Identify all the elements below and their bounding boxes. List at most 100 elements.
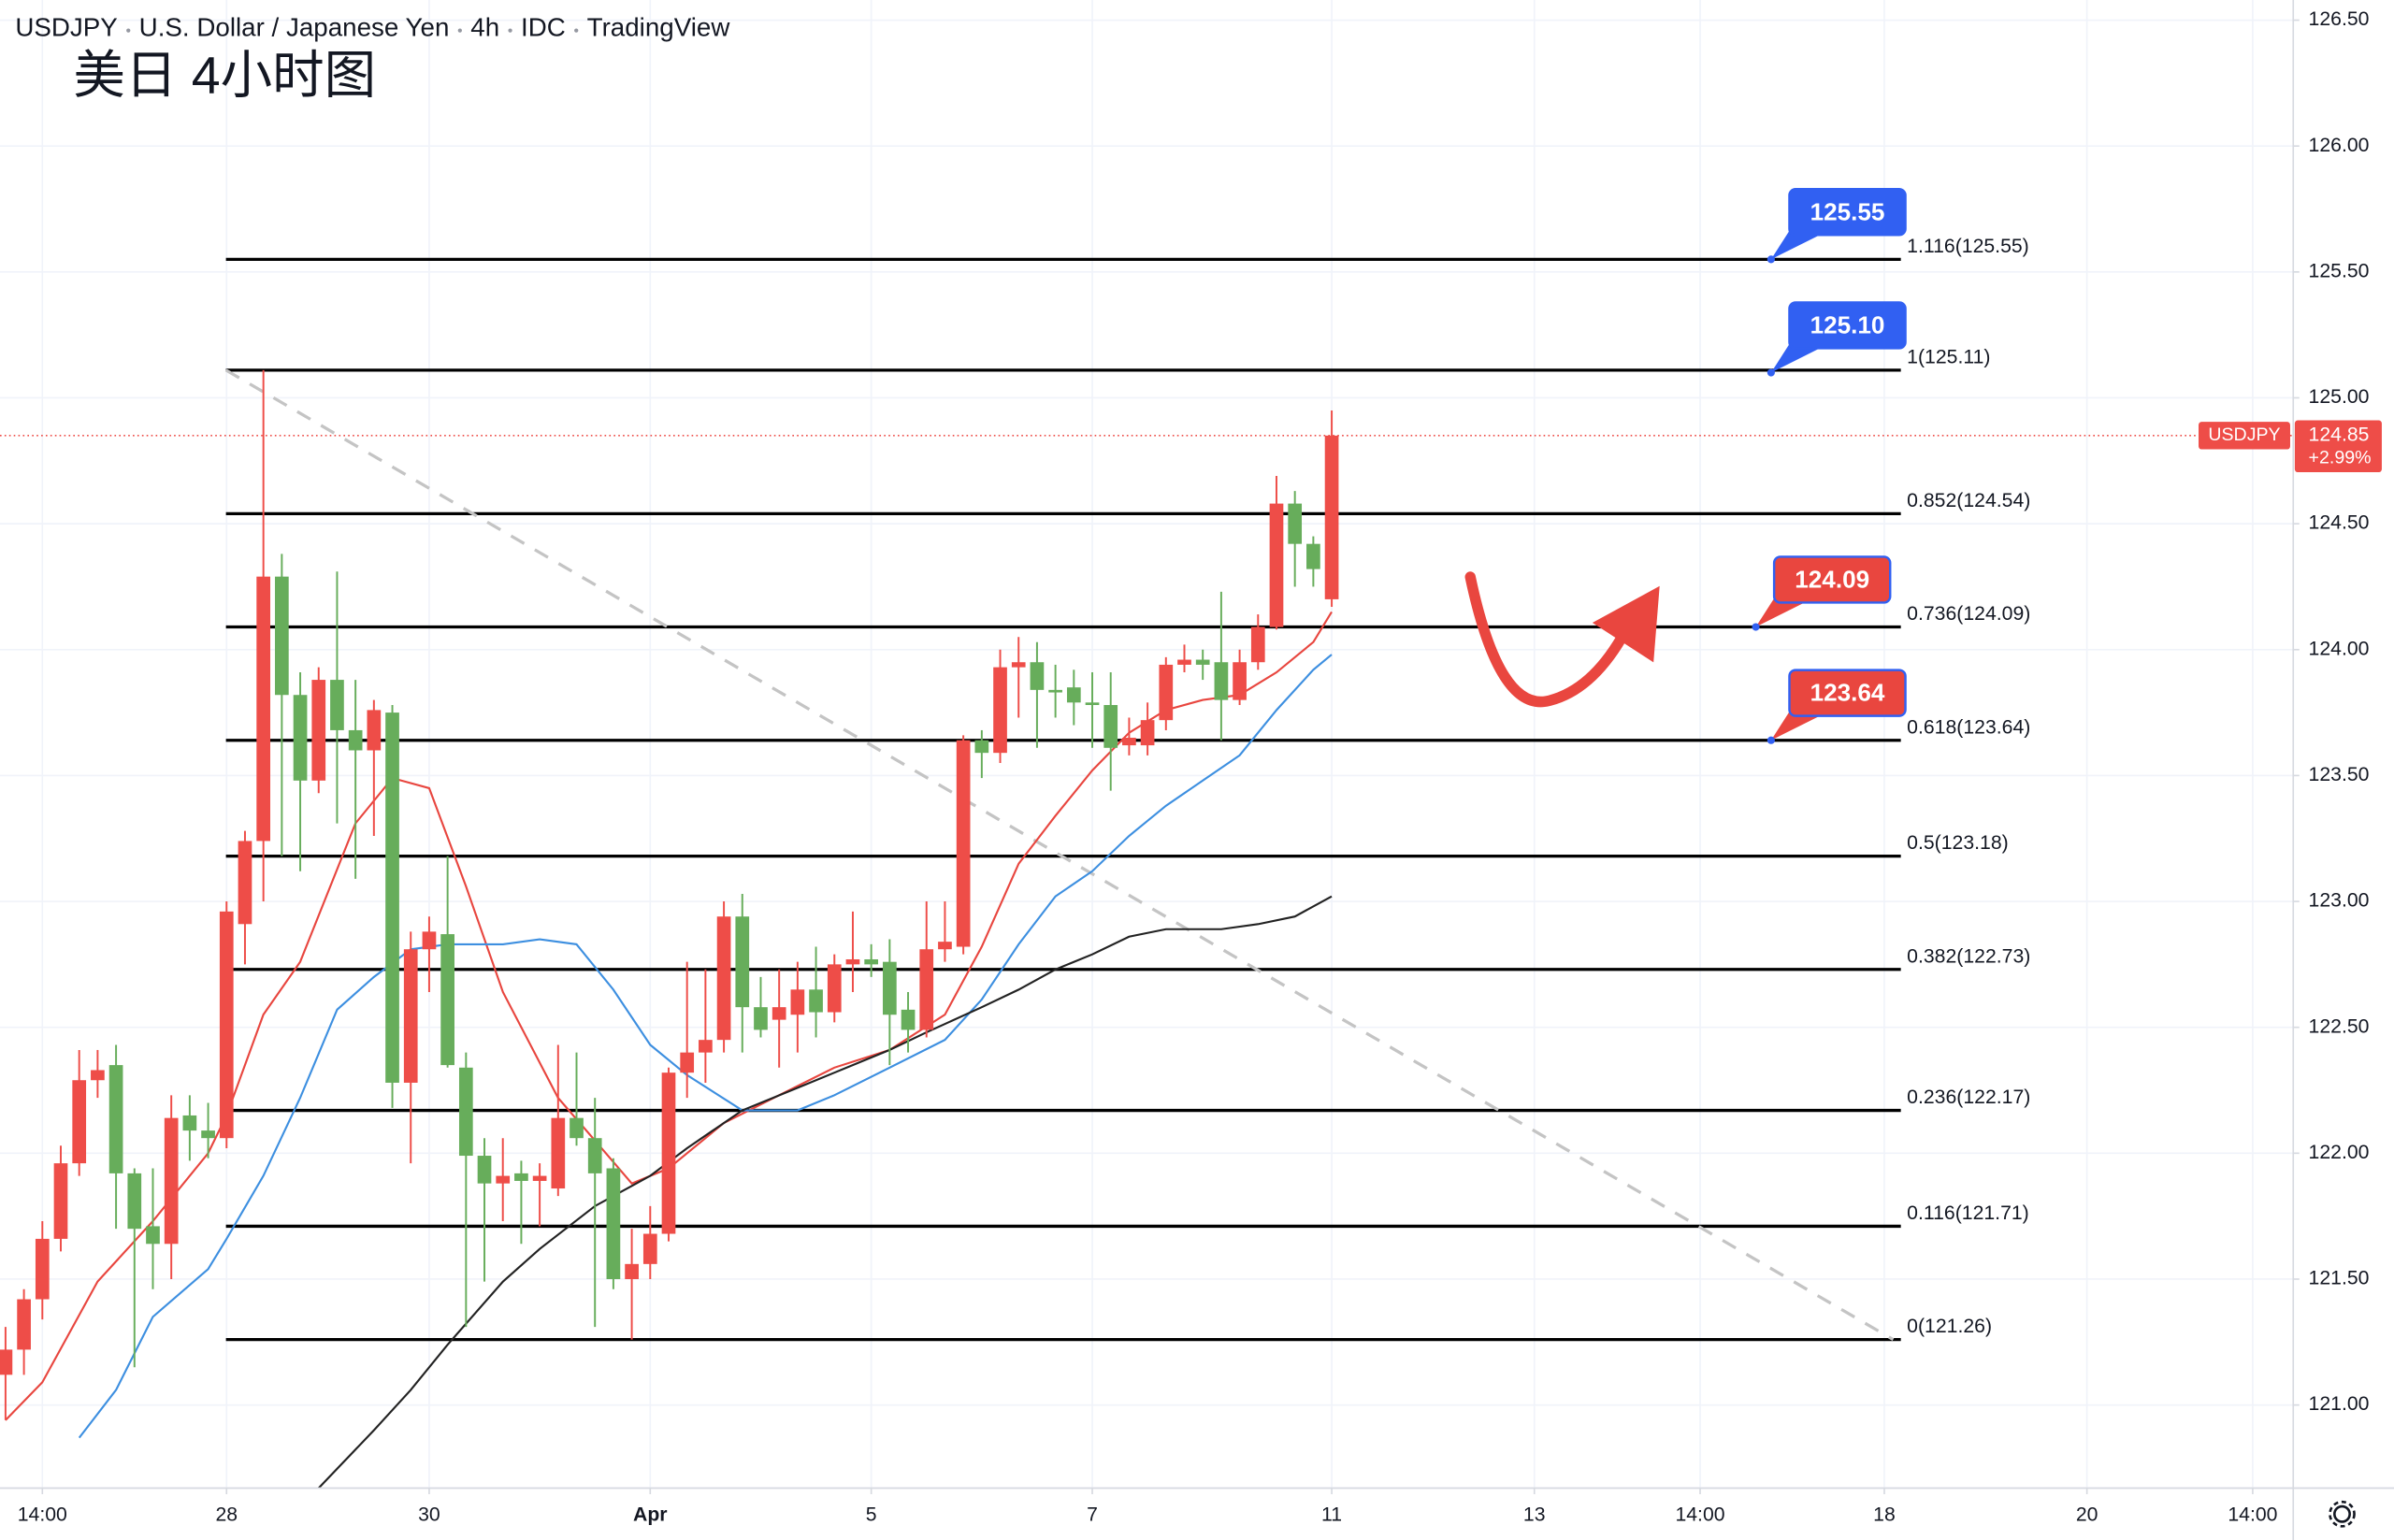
x-tick-label: 14:00 (2228, 1504, 2277, 1525)
y-tick-label: 121.50 (2309, 1268, 2370, 1289)
candle-body (0, 1349, 13, 1375)
header-item: USDJPY (15, 12, 117, 41)
candle-body (1288, 503, 1303, 544)
callout-box (1788, 188, 1907, 237)
x-tick-label: 11 (1321, 1504, 1342, 1525)
candle-body (403, 949, 418, 1083)
candle-body (901, 1009, 916, 1030)
candle-body (1085, 702, 1100, 706)
candle-body (219, 911, 234, 1139)
candle-body (919, 949, 934, 1030)
candle-body (827, 964, 842, 1013)
candle-body (680, 1052, 695, 1073)
plot-layer (0, 369, 2294, 1490)
x-tick-label: 30 (418, 1504, 440, 1525)
header-separator (574, 28, 579, 33)
header-separator (457, 28, 462, 33)
change-label: +2.99% (2309, 448, 2372, 468)
candle-body (551, 1117, 566, 1189)
candle-body (1159, 664, 1174, 721)
candle-body (1214, 662, 1229, 700)
fib-label: 0.852(124.54) (1907, 490, 2030, 511)
candle-body (17, 1299, 31, 1350)
header-item: 4h (470, 12, 499, 41)
candle-body (754, 1007, 768, 1030)
candle-body (164, 1117, 179, 1245)
candle-body (1048, 689, 1062, 693)
candle-body (330, 680, 344, 730)
candle-body (883, 961, 897, 1015)
callout-anchor (1752, 623, 1760, 631)
candle-body (570, 1117, 584, 1139)
settings-icon[interactable] (2329, 1500, 2356, 1528)
drawing-layer: 1.116(125.55) 1(125.11) 0.852(124.54) 0.736… (224, 236, 2030, 1342)
candle-body (238, 841, 252, 925)
y-tick-label: 126.50 (2309, 8, 2370, 30)
candle-body (735, 916, 750, 1008)
y-tick-label: 122.00 (2309, 1142, 2370, 1163)
candle-body (91, 1070, 105, 1081)
candle-body (146, 1226, 160, 1245)
candle-body (1177, 659, 1191, 665)
callout-anchor (1767, 736, 1775, 744)
candle-body (809, 989, 823, 1013)
candle-body (1030, 662, 1045, 690)
candle-body (422, 931, 437, 950)
y-tick-label: 125.00 (2309, 386, 2370, 408)
candle-body (845, 958, 860, 965)
y-tick-label: 123.00 (2309, 890, 2370, 912)
candle-body (440, 934, 454, 1066)
candle-body (772, 1007, 786, 1020)
candle-body (1011, 662, 1026, 668)
candle-body (1269, 503, 1284, 627)
candle-body (182, 1115, 197, 1131)
x-tick-label: 28 (215, 1504, 238, 1525)
x-tick-label: 13 (1523, 1504, 1546, 1525)
callout-label: 125.55 (1810, 197, 1885, 225)
candle-body (625, 1263, 639, 1279)
callout-anchor (1767, 255, 1775, 264)
candle-body (532, 1175, 547, 1181)
candle-body (201, 1130, 215, 1139)
x-tick-label: 18 (1873, 1504, 1896, 1525)
x-tick-label: 14:00 (1675, 1504, 1724, 1525)
fib-label: 0(121.26) (1907, 1316, 1992, 1337)
trend-line (224, 368, 1895, 1342)
x-tick-label: 5 (866, 1504, 877, 1525)
candle-body (993, 667, 1007, 754)
candle-body (1195, 659, 1210, 665)
candle-body (53, 1163, 68, 1239)
candle-body (974, 740, 989, 754)
candle-body (606, 1168, 621, 1279)
symbol-tag-label: USDJPY (2208, 425, 2280, 445)
candle-body (661, 1072, 676, 1234)
callout-label: 123.64 (1810, 679, 1885, 707)
candle-body (477, 1156, 492, 1184)
y-tick-label: 124.00 (2309, 638, 2370, 659)
candle-body (496, 1175, 511, 1184)
candle-body (1324, 435, 1339, 599)
candle-body (699, 1040, 713, 1053)
axis-layer: 121.00 121.50 122.00 122.50 123.00 123.50 124.… (18, 8, 2382, 1525)
fib-label: 0.382(122.73) (1907, 945, 2030, 967)
candle-body (716, 916, 731, 1041)
candle-body (790, 989, 805, 1015)
callout-anchor (1767, 368, 1775, 377)
callout-label: 125.10 (1810, 310, 1885, 338)
y-tick-label: 121.00 (2309, 1393, 2370, 1415)
header-separator (508, 28, 512, 33)
y-tick-label: 122.50 (2309, 1015, 2370, 1037)
x-tick-label: Apr (633, 1504, 668, 1525)
candle-body (35, 1238, 50, 1300)
fib-label: 1.116(125.55) (1907, 236, 2029, 257)
callout-box (1772, 555, 1892, 604)
moving-average (317, 895, 1333, 1490)
candle-body (1103, 705, 1118, 748)
candle-body (127, 1173, 142, 1230)
header-separator (126, 28, 131, 33)
header-item: IDC (521, 12, 566, 41)
x-tick-label: 20 (2076, 1504, 2098, 1525)
